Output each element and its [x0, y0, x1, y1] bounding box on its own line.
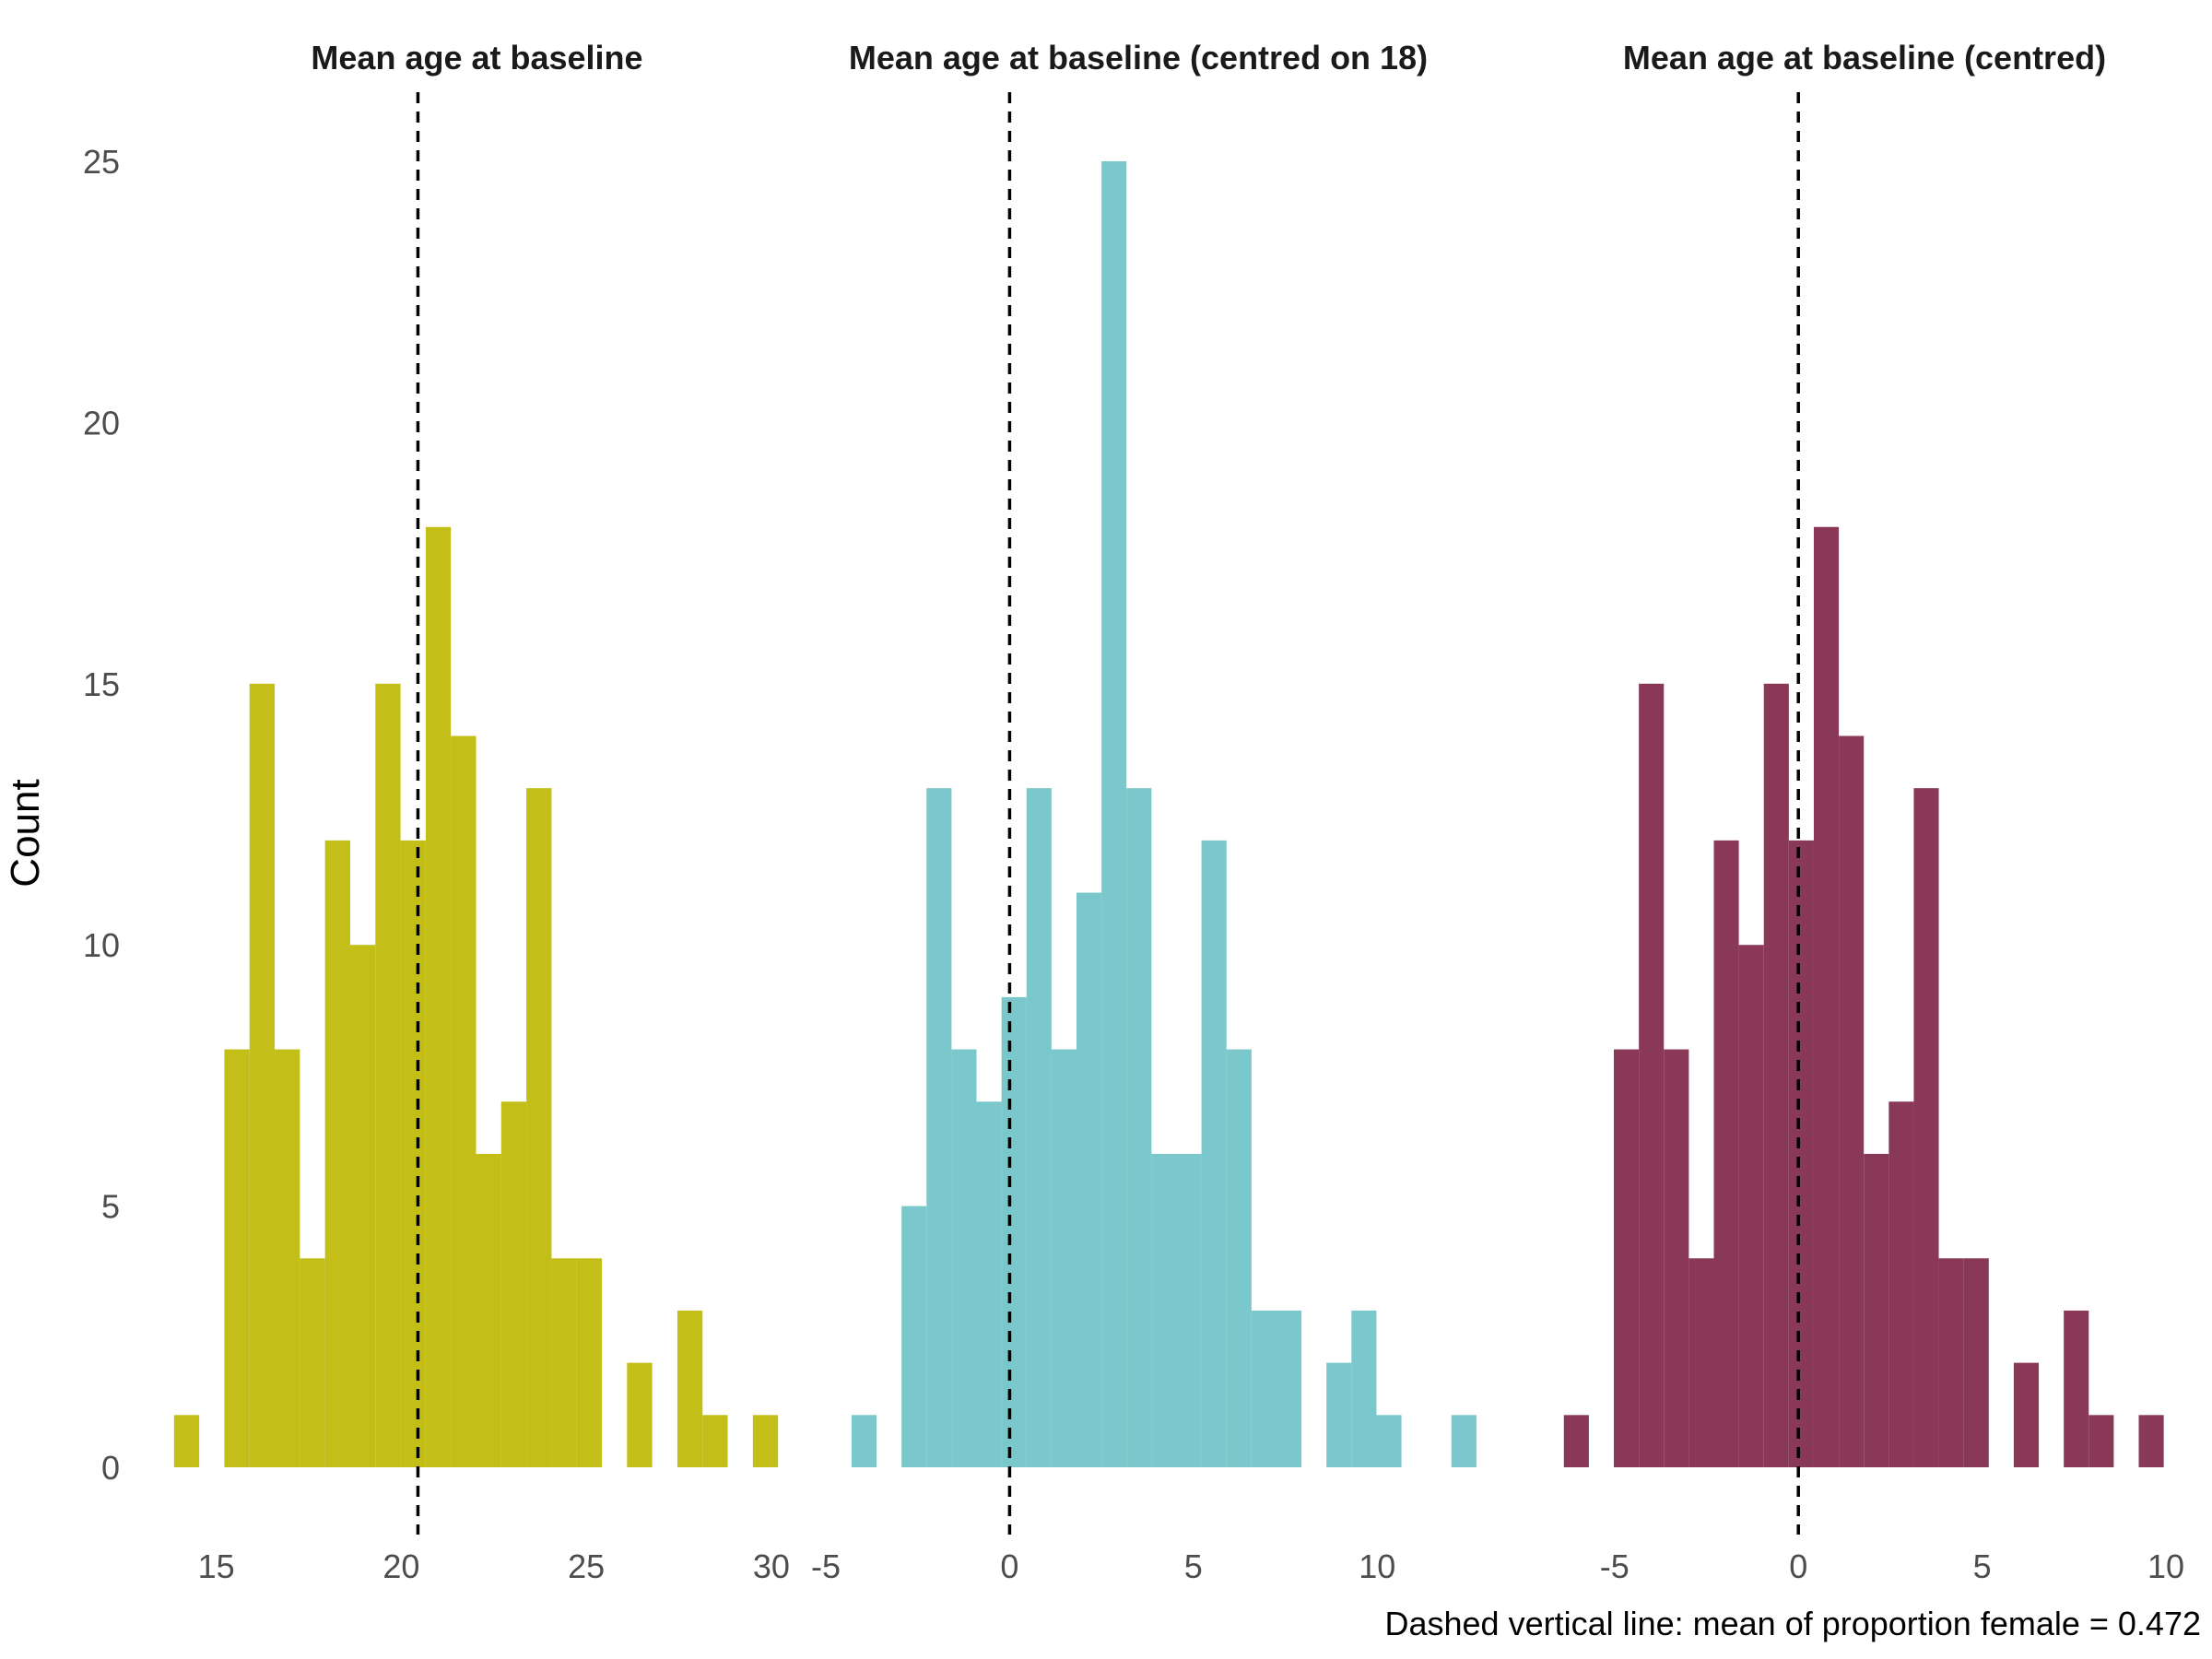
x-tick-label: 10: [2147, 1547, 2184, 1585]
histogram-bar: [1713, 840, 1739, 1467]
histogram-bar: [576, 1258, 603, 1467]
histogram-bar: [976, 1101, 1002, 1467]
histogram-bar: [324, 840, 350, 1467]
histogram-bar: [627, 1362, 653, 1467]
chart-caption: Dashed vertical line: mean of proportion…: [1384, 1605, 2201, 1642]
histogram-bar: [951, 1049, 977, 1467]
x-tick-label: 15: [198, 1547, 235, 1585]
histogram-bar: [1376, 1415, 1402, 1467]
histogram-bar: [1913, 788, 1939, 1467]
y-tick-label: 10: [83, 926, 120, 964]
x-tick-label: -5: [1600, 1547, 1630, 1585]
histogram-bar: [1688, 1258, 1714, 1467]
facet-panel: 15 20 25 30 Mean age at baseline: [173, 39, 790, 1585]
histogram-bar: [300, 1258, 325, 1467]
histogram-bar: [1026, 788, 1052, 1467]
facet-panel: -5 0 5 10 Mean age at baseline (centred on 1…: [811, 39, 1477, 1585]
histogram-bar: [1788, 840, 1814, 1467]
histogram-bar: [1251, 1310, 1277, 1467]
histogram-bar: [1001, 996, 1027, 1467]
x-tick-label: 25: [568, 1547, 605, 1585]
histogram-bar: [400, 840, 426, 1467]
histogram-bar: [249, 683, 276, 1467]
histogram-bar: [2064, 1310, 2089, 1467]
histogram-bar: [1051, 1049, 1077, 1467]
histogram-bar: [1639, 683, 1665, 1467]
x-tick-label: 0: [1000, 1547, 1018, 1585]
histogram-bar: [500, 1101, 527, 1467]
histogram-bar: [349, 945, 376, 1467]
histogram-bar: [2088, 1415, 2114, 1467]
histogram-bar: [1077, 892, 1102, 1467]
panel-title: Mean age at baseline (centred): [1623, 39, 2106, 76]
histogram-bar: [1763, 683, 1789, 1467]
histogram-bar: [224, 1049, 250, 1467]
histogram-bar: [1451, 1415, 1477, 1467]
y-axis: 0 5 10 15 20 25: [83, 143, 120, 1487]
histogram-bar: [1201, 840, 1227, 1467]
facet-panels: 15 20 25 30 Mean age at baseline -5 0 5 10 Mean a…: [173, 39, 2184, 1585]
facet-panel: -5 0 5 10 Mean age at baseline (centred): [1563, 39, 2184, 1585]
histogram-bar: [1226, 1049, 1252, 1467]
x-tick-label: 30: [753, 1547, 790, 1585]
histogram-bar: [1101, 161, 1127, 1467]
histogram-bar: [1176, 1153, 1202, 1467]
histogram-bar: [1813, 526, 1840, 1467]
histogram-bar: [1888, 1101, 1914, 1467]
x-tick-label: 20: [382, 1547, 419, 1585]
histogram-bar: [1664, 1049, 1689, 1467]
histogram-bar: [173, 1415, 200, 1467]
histogram-bar: [901, 1206, 927, 1467]
y-tick-label: 15: [83, 665, 120, 703]
histogram-bar: [851, 1415, 877, 1467]
histogram-bar: [677, 1310, 703, 1467]
histogram-bar: [1864, 1153, 1889, 1467]
y-tick-label: 5: [101, 1188, 120, 1226]
histogram-bar: [451, 735, 477, 1467]
histogram-bar: [1738, 945, 1764, 1467]
histogram-bar: [1614, 1049, 1640, 1467]
histogram-bar: [752, 1415, 779, 1467]
histogram-bar: [1326, 1362, 1352, 1467]
y-tick-label: 25: [83, 143, 120, 181]
y-tick-label: 0: [101, 1449, 120, 1487]
histogram-bar: [1276, 1310, 1302, 1467]
histogram-bar: [702, 1415, 728, 1467]
x-tick-label: 10: [1359, 1547, 1395, 1585]
histogram-bar: [1126, 788, 1152, 1467]
histogram-bar: [1963, 1258, 1989, 1467]
histogram-bar: [275, 1049, 300, 1467]
panel-title: Mean age at baseline (centred on 18): [849, 39, 1428, 76]
histogram-bar: [526, 788, 552, 1467]
histogram-bar: [1351, 1310, 1377, 1467]
x-tick-label: 0: [1789, 1547, 1807, 1585]
histogram-bar: [2138, 1415, 2164, 1467]
histogram-bar: [551, 1258, 577, 1467]
histogram-bar: [425, 526, 452, 1467]
y-axis-title: Count: [3, 779, 48, 887]
y-tick-label: 20: [83, 404, 120, 441]
histogram-bar: [1151, 1153, 1177, 1467]
histogram-bar: [476, 1153, 501, 1467]
x-tick-label: -5: [811, 1547, 841, 1585]
x-tick-label: 5: [1184, 1547, 1203, 1585]
histogram-bar: [1938, 1258, 1964, 1467]
histogram-bar: [1839, 735, 1865, 1467]
x-tick-label: 5: [1973, 1547, 1992, 1585]
histogram-bar: [2013, 1362, 2040, 1467]
histogram-bar: [375, 683, 401, 1467]
histogram-bar: [1563, 1415, 1589, 1467]
panel-title: Mean age at baseline: [311, 39, 642, 76]
histogram-bar: [926, 788, 952, 1467]
